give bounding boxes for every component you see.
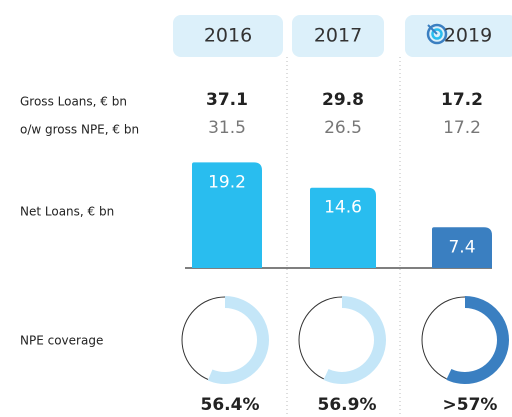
header-box <box>173 15 283 57</box>
donut-arc <box>446 296 509 384</box>
gross-npe: 26.5 <box>324 118 362 138</box>
target-icon <box>426 23 448 45</box>
bar <box>192 162 262 268</box>
coverage-label: >57% <box>443 395 498 415</box>
row-label: Gross Loans, € bn <box>20 95 127 109</box>
gross-loans: 37.1 <box>206 90 248 110</box>
coverage-label: 56.4% <box>201 395 260 415</box>
donut-arc <box>323 296 386 384</box>
row-label: Net Loans, € bn <box>20 205 114 219</box>
gross-npe: 31.5 <box>208 118 246 138</box>
gross-loans: 29.8 <box>322 90 364 110</box>
bar <box>310 187 376 268</box>
bar-label: 19.2 <box>208 172 246 192</box>
bar-label: 14.6 <box>324 198 362 218</box>
gross-npe: 17.2 <box>443 118 481 138</box>
row-label: o/w gross NPE, € bn <box>20 123 139 137</box>
column-header: 2017 <box>314 25 362 47</box>
column-header: 2016 <box>204 25 252 47</box>
donut-arc <box>207 296 269 384</box>
coverage-label: 56.9% <box>318 395 377 415</box>
header-box <box>292 15 384 57</box>
gross-loans: 17.2 <box>441 90 483 110</box>
column-header: 2019 <box>444 25 492 47</box>
bar <box>432 227 492 268</box>
row-label: NPE coverage <box>20 334 103 348</box>
bar-label: 7.4 <box>448 237 475 257</box>
